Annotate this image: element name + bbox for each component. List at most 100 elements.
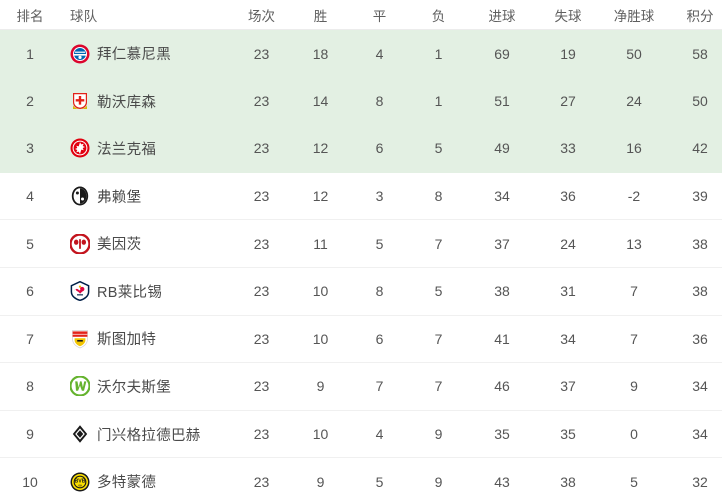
- cell-team[interactable]: 美因茨: [60, 233, 232, 254]
- cell-goal-diff: 50: [626, 45, 642, 62]
- cell-team[interactable]: 勒沃库森: [60, 91, 232, 112]
- borussia-dortmund-crest: BVB 09: [70, 472, 90, 492]
- team-name-label: 多特蒙德: [97, 475, 157, 492]
- cell-rank: 3: [26, 140, 34, 157]
- table-row[interactable]: 8 沃尔夫斯堡 23 9 7 7 46 37 9 34: [0, 363, 722, 411]
- vfb-stuttgart-crest: [70, 329, 90, 349]
- table-row[interactable]: 3 法兰克福 23 12 6 5 49 33 16 42: [0, 125, 722, 173]
- column-header-win: 胜: [313, 8, 328, 24]
- sc-freiburg-crest: [70, 186, 90, 206]
- cell-goal-diff: 9: [630, 378, 638, 395]
- bayern-munich-crest: [70, 44, 90, 64]
- column-header-goal-diff: 净胜球: [613, 8, 655, 24]
- cell-team[interactable]: 法兰克福: [60, 138, 232, 159]
- cell-draw: 7: [375, 378, 384, 395]
- cell-goals-against: 34: [560, 330, 576, 347]
- cell-goals-for: 46: [494, 378, 510, 395]
- cell-loss: 7: [434, 330, 443, 347]
- cell-points: 39: [692, 188, 708, 205]
- cell-loss: 5: [434, 140, 443, 157]
- team-name-label: 沃尔夫斯堡: [97, 379, 171, 396]
- cell-goal-diff: 16: [626, 140, 642, 157]
- cell-win: 9: [316, 378, 325, 395]
- table-row[interactable]: 7 斯图加特 23 10 6 7 41 34 7 36: [0, 315, 722, 364]
- table-header-row: 排名 球队 场次 胜 平 负 进球 失球 净胜球 积分: [0, 0, 722, 30]
- team-name-label: 斯图加特: [97, 332, 157, 349]
- cell-rank: 2: [26, 93, 34, 110]
- cell-loss: 8: [434, 188, 443, 205]
- cell-points: 34: [692, 426, 708, 443]
- cell-team[interactable]: 斯图加特: [60, 328, 232, 349]
- cell-win: 10: [312, 426, 329, 443]
- cell-played: 23: [253, 330, 270, 347]
- cell-loss: 9: [434, 473, 443, 490]
- table-row[interactable]: 9 门兴格拉德巴赫 23 10 4 9 35 35 0 34: [0, 410, 722, 459]
- cell-played: 23: [253, 426, 270, 443]
- cell-goals-against: 36: [560, 188, 576, 205]
- cell-team[interactable]: RB莱比锡: [60, 281, 232, 302]
- cell-rank: 6: [26, 283, 34, 300]
- cell-goals-against: 38: [560, 473, 576, 490]
- table-body: 1 拜仁慕尼黑 23 18 4 1 69 19 50 58 2 勒沃库森 23 14 8 1 51 27 24 50 3…: [0, 30, 722, 500]
- table-row[interactable]: 2 勒沃库森 23 14 8 1 51 27 24 50: [0, 77, 722, 126]
- column-header-draw: 平: [372, 8, 387, 24]
- cell-rank: 8: [26, 378, 34, 395]
- team-name-label: RB莱比锡: [97, 284, 163, 301]
- cell-team[interactable]: BVB 09 多特蒙德: [60, 471, 232, 492]
- cell-played: 23: [253, 188, 270, 205]
- team-name-label: 美因茨: [97, 237, 142, 254]
- table-row[interactable]: 5 美因茨 23 11 5 7 37 24 13 38: [0, 220, 722, 268]
- cell-team[interactable]: 沃尔夫斯堡: [60, 376, 232, 397]
- team-name-label: 勒沃库森: [97, 94, 157, 111]
- svg-text:BVB: BVB: [75, 478, 86, 484]
- cell-played: 23: [253, 283, 270, 300]
- cell-win: 10: [312, 283, 329, 300]
- table-row[interactable]: 1 拜仁慕尼黑 23 18 4 1 69 19 50 58: [0, 30, 722, 78]
- team-name-label: 法兰克福: [97, 141, 157, 158]
- cell-goals-against: 27: [560, 93, 576, 110]
- column-header-goals-for: 进球: [488, 8, 516, 24]
- column-header-rank: 排名: [16, 8, 44, 24]
- cell-loss: 7: [434, 378, 443, 395]
- cell-points: 36: [692, 330, 708, 347]
- rb-leipzig-crest: [70, 281, 90, 302]
- cell-goal-diff: 7: [630, 330, 638, 347]
- bayer-leverkusen-crest: [70, 91, 90, 111]
- table-row[interactable]: 10 BVB 09 多特蒙德 23 9 5 9 43 38 5 32: [0, 458, 722, 500]
- cell-goals-for: 37: [494, 235, 510, 252]
- cell-played: 23: [253, 235, 270, 252]
- cell-goals-for: 38: [494, 283, 510, 300]
- cell-win: 9: [316, 473, 325, 490]
- cell-rank: 1: [26, 45, 34, 62]
- table-row[interactable]: 4 弗赖堡 23 12 3 8 34 36 -2 39: [0, 172, 722, 221]
- cell-win: 11: [313, 235, 328, 252]
- cell-win: 10: [312, 330, 329, 347]
- cell-draw: 8: [375, 93, 384, 110]
- cell-played: 23: [253, 378, 270, 395]
- cell-loss: 7: [434, 235, 443, 252]
- cell-draw: 4: [375, 426, 384, 443]
- cell-goals-against: 35: [560, 426, 576, 443]
- cell-rank: 10: [22, 473, 38, 490]
- mainz-05-crest: [70, 233, 90, 254]
- eintracht-frankfurt-crest: [70, 138, 90, 158]
- cell-loss: 1: [434, 45, 443, 62]
- cell-goal-diff: 13: [626, 235, 642, 252]
- column-header-team-label: 球队: [70, 8, 98, 24]
- cell-goals-against: 31: [560, 283, 576, 300]
- column-header-played: 场次: [248, 8, 275, 24]
- column-header-points: 积分: [686, 8, 714, 24]
- cell-team[interactable]: 拜仁慕尼黑: [60, 43, 232, 64]
- table-row[interactable]: 6 RB莱比锡 23 10 8 5 38 31 7 38: [0, 267, 722, 316]
- team-name-label: 门兴格拉德巴赫: [97, 427, 201, 444]
- cell-team[interactable]: 弗赖堡: [60, 186, 232, 207]
- cell-goals-against: 24: [560, 235, 576, 252]
- cell-goal-diff: 24: [626, 93, 642, 110]
- cell-goals-for: 43: [494, 473, 510, 490]
- cell-goals-against: 19: [560, 45, 576, 62]
- cell-team[interactable]: 门兴格拉德巴赫: [60, 424, 232, 445]
- cell-points: 34: [692, 378, 708, 395]
- team-name-label: 拜仁慕尼黑: [97, 47, 171, 64]
- cell-goals-against: 37: [560, 378, 576, 395]
